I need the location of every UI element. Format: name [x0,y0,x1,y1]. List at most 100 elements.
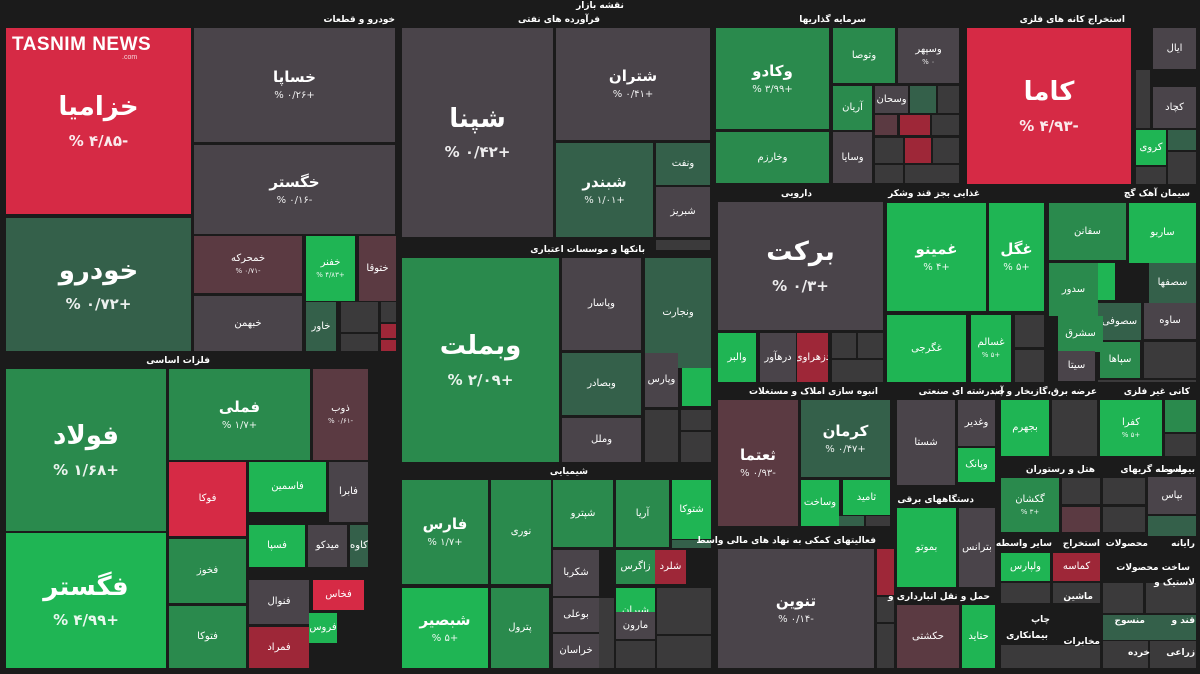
sector-label: غذایی بجز قند وشکر [888,189,980,199]
treemap-tile: ذوب -۰/۶۱ % [313,369,368,460]
tile-symbol: فسپا [267,540,287,551]
tile-symbol: بوعلی [563,609,589,620]
tile-symbol: وبملت [439,331,522,362]
tile-change: +۵ % [1121,430,1141,439]
tile-symbol: فملی [218,397,261,416]
treemap-tile: غسالم +۵ % [971,315,1011,382]
tile-symbol: بترانس [962,541,992,553]
treemap-tile: وپاسار [562,258,641,350]
treemap-tile: وخارزم [716,132,829,183]
treemap-tile: سدور [1049,263,1098,316]
treemap-tile: مارون [616,612,655,639]
treemap-tile: فاسمین [249,462,326,512]
treemap-tile: ایال [1153,28,1196,69]
tile-change: -۰/۱۴ % [778,613,814,625]
treemap-tile: خاور [306,302,336,351]
tile-symbol: کچاد [1165,101,1184,113]
tile-symbol: بموتو [915,541,938,553]
sector-label: دستگاههای برقی [897,495,974,505]
tile-symbol: خساپا [273,68,316,86]
tile-change: +۴/۸۳ % [316,271,345,280]
sector-label: کانی غیر فلزی [1123,387,1190,397]
treemap-tile: شپترو [553,480,613,547]
treemap-tile: ولپارس [1001,553,1050,581]
tile-change: +۵ % [1003,262,1030,273]
treemap-tile: درهآور [760,333,796,382]
treemap-filler-tile [875,115,897,135]
sector-label: عرضه برق،گازبخار و آب [991,387,1097,397]
tile-change: +۵ % [431,633,459,644]
tile-change: +۵ % [981,351,1001,360]
treemap-filler-tile [381,340,396,351]
tile-symbol: شپنا [449,103,506,134]
treemap-tile: وسپهر ۰ % [898,28,959,83]
treemap-tile: فخاس [313,580,364,610]
treemap-tile: شتوکا [672,480,711,539]
tile-symbol: کفرا [1121,416,1141,428]
treemap-tile: کفرا +۵ % [1100,400,1162,456]
treemap-tile: فولاد +۱/۶۸ % [6,369,166,531]
treemap-tile: ختوقا [359,236,396,301]
tile-symbol: فاسمین [271,481,304,492]
tile-symbol: خزامیا [58,92,139,123]
treemap-tile: بوعلی [553,598,599,632]
sector-label: هتل و رستوران [1025,465,1095,475]
treemap-tile: شستا [897,400,955,485]
sector-label: شیمیایی [549,467,588,477]
tile-symbol: وسحان [876,93,907,105]
treemap-filler-tile [1165,400,1196,432]
treemap-filler-tile [900,115,930,135]
treemap-tile: خودرو +۰/۷۲ % [6,218,191,351]
treemap-tile: نوری [491,480,551,584]
tile-symbol: کروی [1139,141,1163,153]
tile-symbol: شتوکا [679,503,704,515]
treemap-tile: خراسان [553,634,599,668]
treemap-tile: خمحرکه -۰/۷۱ % [194,236,302,293]
tile-change: +۳/۹۹ % [752,83,793,95]
treemap-tile: غگل +۵ % [989,203,1044,311]
tile-symbol: خگستر [269,172,320,191]
treemap-filler-tile [1150,641,1196,668]
tile-symbol: فمراد [267,641,291,653]
treemap-tile: وملل [562,418,641,462]
tile-symbol: فگستر [43,571,129,602]
sector-label: خرده [1127,648,1150,658]
treemap-tile: وساخت [801,480,839,526]
treemap-filler-tile [932,115,959,135]
treemap-tile: پترول [491,588,549,668]
treemap-filler-tile [645,410,678,462]
treemap-filler-tile [1001,645,1100,668]
tile-symbol: تنوین [775,591,817,610]
tile-symbol: فولاد [52,421,120,452]
sector-label: انبوه سازی املاک و مستغلات [749,387,878,397]
tile-symbol: شبصیر [419,611,471,629]
treemap-tile: شپنا +۰/۴۲ % [402,28,553,237]
treemap-tile: وبملت +۲/۰۹ % [402,258,559,462]
tile-symbol: وبصادر [587,378,616,389]
tile-symbol: زاگرس [620,561,651,572]
tile-symbol: دزهراوی [797,351,828,363]
treemap-tile: کروی [1136,130,1166,165]
treemap-tile: شلرد [655,550,686,584]
tile-symbol: وپانک [965,459,988,470]
treemap-filler-tile [657,636,711,668]
tile-symbol: وسایا [841,151,864,163]
treemap-tile: وبصادر [562,353,641,415]
tile-symbol: فوکا [198,493,217,504]
treemap-tile: ساربو [1129,203,1196,263]
treemap-tile: ساوه [1144,303,1196,339]
tile-symbol: ثعتما [740,446,776,464]
tile-change: +۰/۲۶ % [274,90,315,101]
treemap-tile: وتوصا [833,28,895,83]
treemap-tile: خگستر -۰/۱۶ % [194,145,395,234]
treemap-filler-tile [1103,615,1196,640]
treemap-tile: وغدیر [958,400,995,446]
sector-label: زراعی [1166,648,1195,658]
tile-symbol: نوری [510,526,532,537]
tile-symbol: خبهمن [234,317,262,329]
sector-label: سیمان آهک گچ [1123,189,1190,199]
tile-change: -۰/۶۱ % [327,417,354,426]
treemap-filler-tile [1052,400,1097,456]
tile-symbol: حتاید [968,630,989,642]
